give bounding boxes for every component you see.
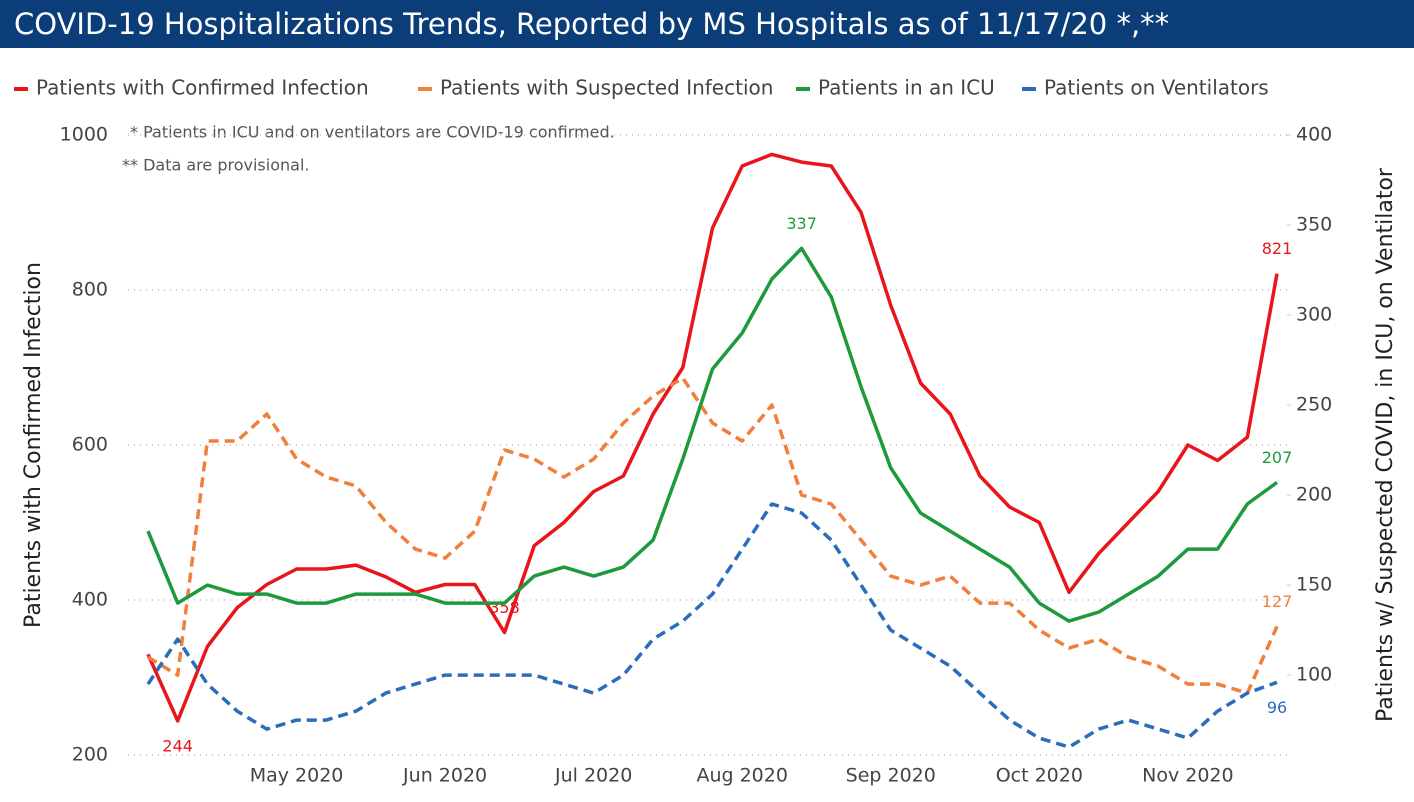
y-tick-label: 1000 xyxy=(60,124,108,146)
legend-label: Patients with Confirmed Infection xyxy=(36,76,369,100)
data-label: 207 xyxy=(1262,448,1293,467)
y2-axis-label: Patients w/ Suspected COVID, in ICU, on … xyxy=(1373,167,1398,722)
series-line xyxy=(146,152,1279,723)
x-tick-label: Sep 2020 xyxy=(846,765,936,787)
y2-tick-label: 200 xyxy=(1296,484,1332,506)
series-line xyxy=(146,502,1278,749)
title-bar xyxy=(0,0,1414,48)
data-label: 96 xyxy=(1267,698,1287,717)
y-tick-label: 600 xyxy=(72,434,108,456)
data-label: 127 xyxy=(1262,592,1293,611)
series-line xyxy=(147,376,1279,695)
x-tick-label: Jun 2020 xyxy=(402,765,487,787)
y2-tick-label: 350 xyxy=(1296,214,1332,236)
y2-tick-label: 100 xyxy=(1296,664,1332,686)
x-tick-label: Aug 2020 xyxy=(696,765,788,787)
y2-tick-label: 400 xyxy=(1296,124,1332,146)
y2-tick-label: 300 xyxy=(1296,304,1332,326)
y-tick-label: 400 xyxy=(72,589,108,611)
y-tick-label: 200 xyxy=(72,744,108,766)
series-line xyxy=(146,246,1279,623)
x-tick-label: May 2020 xyxy=(250,765,344,787)
data-label: 821 xyxy=(1262,239,1293,258)
legend-label: Patients on Ventilators xyxy=(1044,76,1269,100)
annotation: * Patients in ICU and on ventilators are… xyxy=(130,123,615,142)
legend-label: Patients with Suspected Infection xyxy=(440,76,773,100)
legend-label: Patients in an ICU xyxy=(818,76,995,100)
data-label: 337 xyxy=(786,214,817,233)
chart-title: COVID-19 Hospitalizations Trends, Report… xyxy=(14,7,1169,41)
y-axis-label: Patients with Confirmed Infection xyxy=(21,262,46,628)
y2-tick-label: 250 xyxy=(1296,394,1332,416)
x-tick-label: Jul 2020 xyxy=(554,765,632,787)
annotation: ** Data are provisional. xyxy=(122,156,309,175)
y2-tick-label: 150 xyxy=(1296,574,1332,596)
x-tick-label: Nov 2020 xyxy=(1142,765,1233,787)
x-tick-label: Oct 2020 xyxy=(996,765,1083,787)
y-tick-label: 800 xyxy=(72,279,108,301)
data-label: 244 xyxy=(162,736,193,755)
